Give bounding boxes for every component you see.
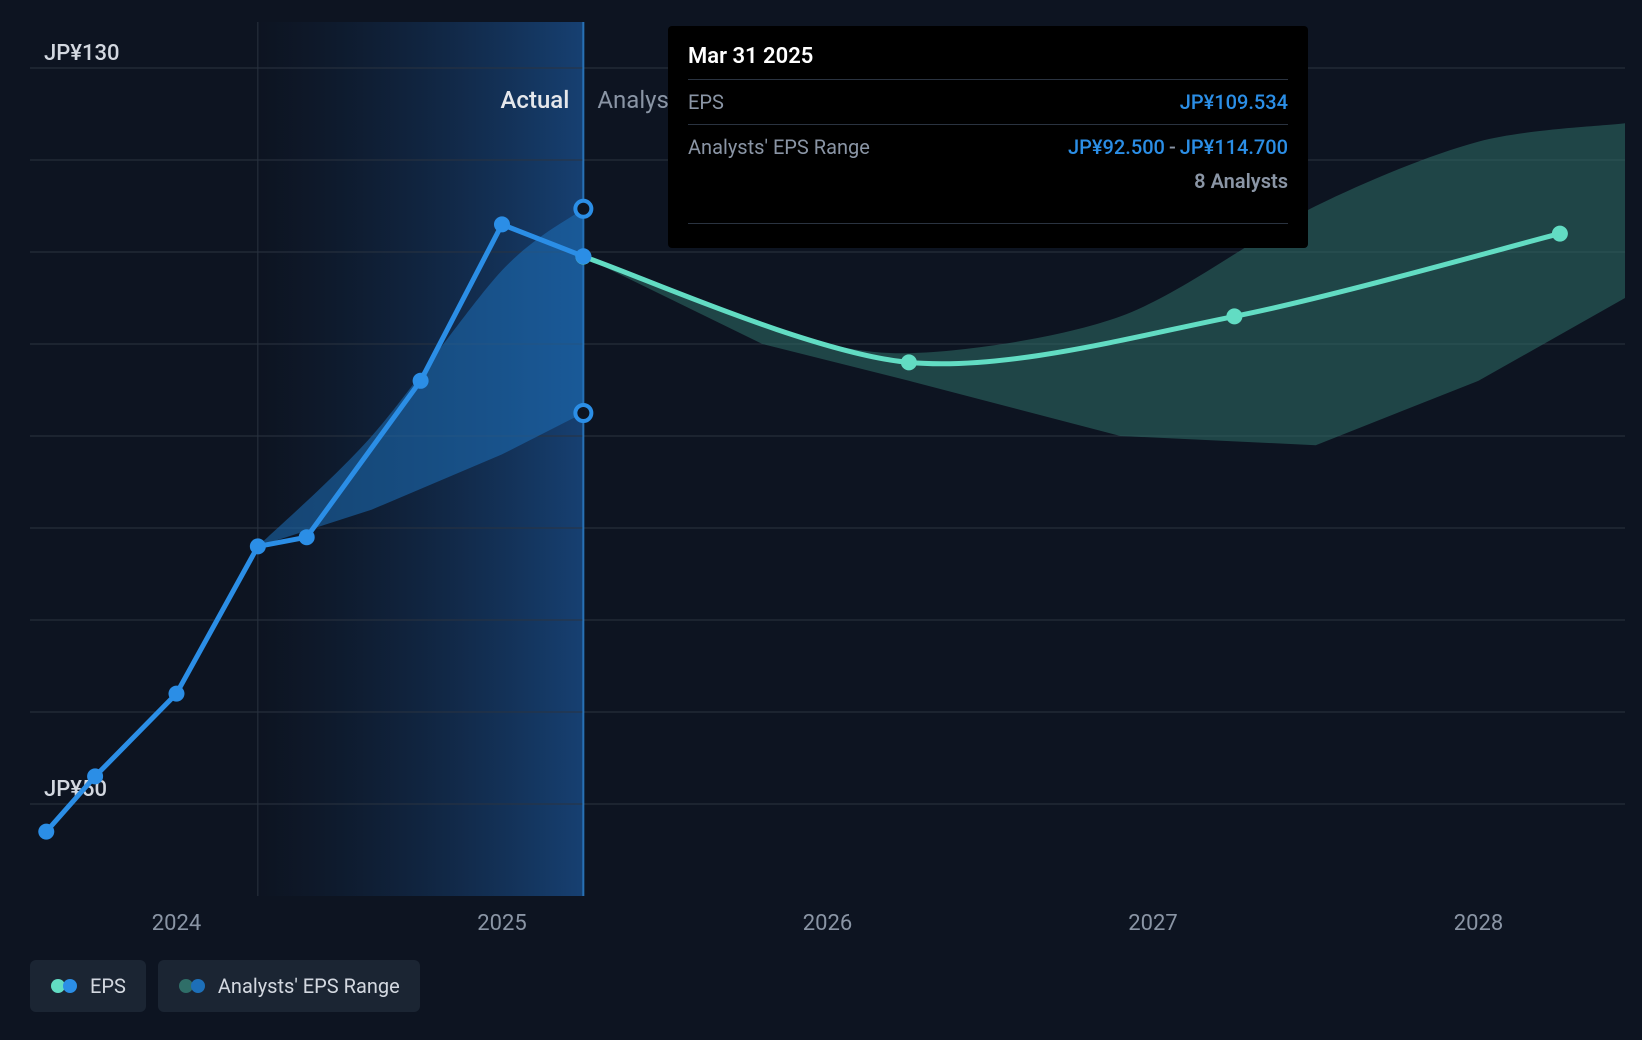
svg-text:2024: 2024 xyxy=(152,911,201,936)
tooltip-label: EPS xyxy=(688,90,724,114)
svg-text:2026: 2026 xyxy=(803,911,852,936)
chart-legend: EPS Analysts' EPS Range xyxy=(30,960,420,1012)
eps-forecast-chart: JP¥50JP¥13020242025202620272028ActualAna… xyxy=(0,0,1642,1040)
svg-text:2028: 2028 xyxy=(1454,911,1503,936)
legend-label: Analysts' EPS Range xyxy=(218,974,400,998)
svg-text:JP¥130: JP¥130 xyxy=(44,41,119,66)
tooltip-row-range: Analysts' EPS Range JP¥92.500-JP¥114.700 xyxy=(688,124,1288,169)
legend-label: EPS xyxy=(90,974,126,998)
tooltip-analysts-count: 8 Analysts xyxy=(688,169,1288,224)
tooltip-label: Analysts' EPS Range xyxy=(688,135,870,159)
legend-swatch-icon xyxy=(50,978,80,994)
svg-text:2027: 2027 xyxy=(1128,911,1177,936)
legend-item[interactable]: EPS xyxy=(30,960,146,1012)
svg-text:2025: 2025 xyxy=(477,911,526,936)
tooltip-row-eps: EPS JP¥109.534 xyxy=(688,79,1288,124)
svg-text:Actual: Actual xyxy=(501,86,570,114)
tooltip-value: JP¥109.534 xyxy=(1180,90,1288,114)
tooltip-value: JP¥92.500-JP¥114.700 xyxy=(1068,135,1288,159)
tooltip-date: Mar 31 2025 xyxy=(688,44,1288,69)
chart-tooltip: Mar 31 2025 EPS JP¥109.534 Analysts' EPS… xyxy=(668,26,1308,248)
legend-swatch-icon xyxy=(178,978,208,994)
legend-item[interactable]: Analysts' EPS Range xyxy=(158,960,420,1012)
